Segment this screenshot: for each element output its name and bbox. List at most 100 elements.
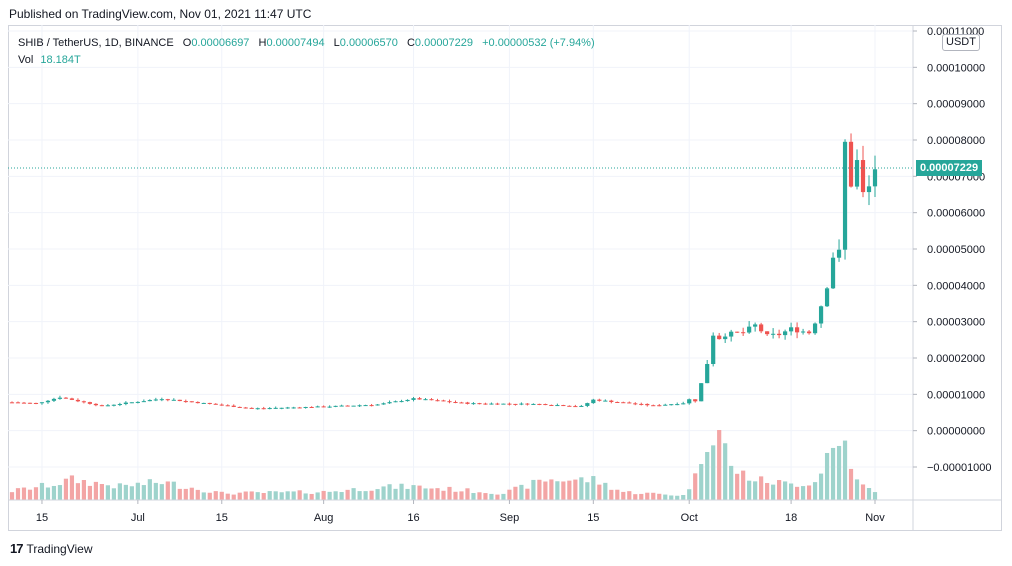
- volume-bar: [459, 491, 464, 500]
- candlesticks: [9, 133, 878, 410]
- volume-bar: [711, 445, 716, 500]
- candle-body: [872, 169, 878, 187]
- volume-bar: [621, 491, 626, 500]
- price-tick-label: 0.00003000: [927, 317, 985, 329]
- candle-body: [99, 405, 104, 407]
- candle-body: [591, 399, 596, 404]
- volume-bar: [267, 491, 272, 500]
- volume-bar: [777, 480, 782, 500]
- volume-bar: [627, 491, 632, 500]
- candle-body: [399, 401, 404, 403]
- open-label: O: [182, 37, 192, 49]
- volume-bar: [806, 485, 812, 500]
- candle-body: [441, 400, 446, 402]
- candle-body: [429, 399, 434, 401]
- volume-label: Vol: [18, 54, 34, 66]
- volume-bar: [657, 493, 662, 500]
- candle-body: [327, 406, 332, 408]
- price-tick-label: 0.00000000: [927, 426, 985, 438]
- volume-bar: [513, 486, 518, 500]
- candle-body: [639, 403, 644, 405]
- candle-body: [585, 403, 590, 406]
- volume-bar: [812, 482, 818, 500]
- candle-body: [261, 408, 266, 410]
- candle-body: [231, 405, 236, 407]
- volume-bar: [393, 488, 398, 500]
- candle-body: [836, 249, 842, 258]
- price-tick-label: 0.00008000: [927, 135, 985, 147]
- candle-body: [681, 403, 686, 405]
- candle-body: [363, 405, 368, 407]
- volume-bar: [830, 447, 836, 500]
- chart-frame: [8, 25, 1002, 531]
- price-chart[interactable]: 0.000110000.000100000.000090000.00008000…: [8, 25, 1002, 531]
- volume-bar: [21, 487, 27, 500]
- volume-value: 18.184T: [40, 54, 81, 66]
- candle-body: [315, 406, 320, 408]
- candle-body: [279, 407, 284, 409]
- candle-body: [285, 407, 290, 409]
- volume-bar: [573, 479, 578, 500]
- volume-bar: [645, 492, 650, 500]
- candle-body: [669, 404, 674, 406]
- candle-body: [501, 403, 506, 405]
- candle-body: [9, 402, 15, 404]
- candle-body: [129, 402, 134, 404]
- volume-bar: [195, 489, 200, 500]
- volume-bar: [603, 482, 608, 500]
- time-tick-label: Sep: [500, 512, 520, 524]
- volume-bar: [788, 483, 794, 500]
- volume-bar: [129, 486, 134, 500]
- candle-body: [579, 405, 584, 407]
- symbol-label[interactable]: SHIB / TetherUS, 1D, BINANCE: [18, 37, 174, 49]
- volume-bar: [183, 488, 188, 500]
- volume-bar: [45, 487, 51, 500]
- candle-body: [507, 403, 512, 405]
- volume-bar: [357, 491, 362, 500]
- candle-body: [759, 324, 764, 332]
- candle-body: [417, 398, 422, 400]
- volume-bar: [507, 489, 512, 500]
- candle-body: [33, 402, 39, 404]
- volume-bar: [818, 473, 824, 500]
- volume-bar: [872, 492, 878, 500]
- candle-body: [747, 326, 752, 333]
- candle-body: [765, 331, 770, 335]
- volume-bar: [411, 485, 416, 500]
- volume-bar: [579, 477, 584, 500]
- volume-bar: [615, 489, 620, 500]
- candle-body: [753, 324, 758, 327]
- candle-body: [459, 402, 464, 404]
- volume-bar: [465, 488, 470, 500]
- candle-body: [447, 401, 452, 403]
- candle-body: [705, 364, 710, 384]
- candle-body: [525, 403, 530, 405]
- volume-bar: [399, 483, 404, 500]
- currency-button[interactable]: USDT: [942, 34, 980, 51]
- candle-body: [69, 398, 75, 400]
- high-value: 0.00007494: [266, 37, 325, 49]
- volume-bar: [759, 476, 764, 500]
- volume-bar: [854, 479, 860, 500]
- candle-body: [273, 407, 278, 409]
- candle-body: [225, 405, 230, 407]
- price-tick-label: 0.00005000: [927, 244, 985, 256]
- candle-body: [489, 403, 494, 405]
- volume-bar: [255, 492, 260, 500]
- volume-bar: [219, 491, 224, 500]
- footer-brand[interactable]: 17 TradingView: [10, 541, 93, 556]
- price-tick-label: 0.00001000: [927, 389, 985, 401]
- volume-bar: [651, 492, 656, 500]
- candle-body: [57, 397, 63, 399]
- candle-body: [549, 404, 554, 406]
- candle-body: [735, 331, 740, 333]
- volume-bar: [315, 492, 320, 500]
- candle-body: [477, 403, 482, 405]
- published-caption: Published on TradingView.com, Nov 01, 20…: [9, 7, 312, 21]
- candle-body: [537, 403, 542, 405]
- open-value: 0.00006697: [191, 37, 250, 49]
- volume-bar: [699, 464, 704, 500]
- candle-body: [45, 400, 51, 403]
- candle-body: [291, 407, 296, 409]
- volume-bar: [687, 489, 692, 500]
